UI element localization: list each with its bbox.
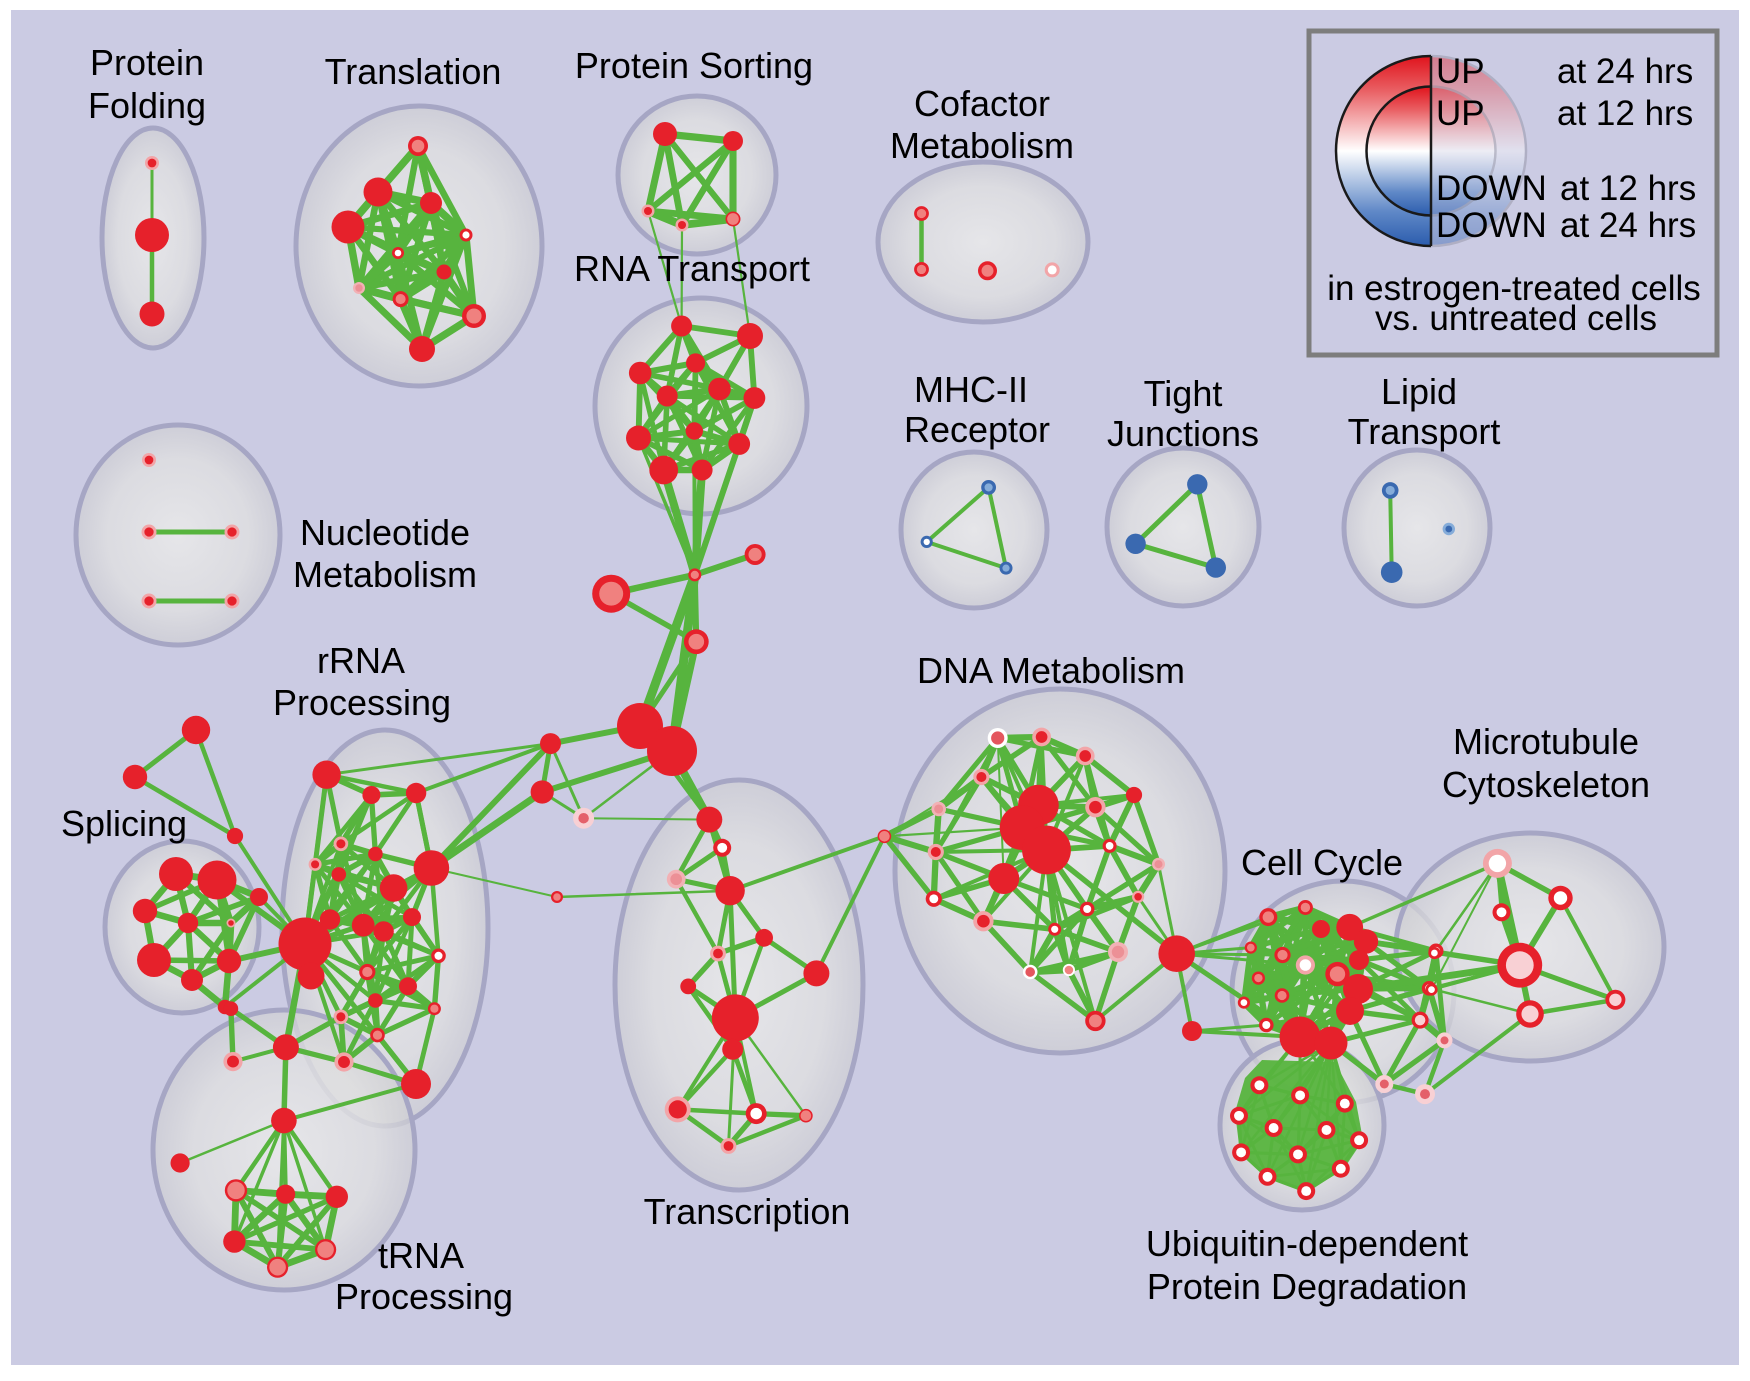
svg-text:DOWN: DOWN: [1436, 206, 1547, 245]
svg-text:at 24 hrs: at 24 hrs: [1560, 206, 1696, 245]
svg-text:rRNA: rRNA: [317, 640, 405, 681]
svg-text:UP: UP: [1436, 94, 1485, 133]
svg-text:UP: UP: [1436, 52, 1485, 91]
svg-text:Protein: Protein: [90, 42, 204, 83]
svg-text:Metabolism: Metabolism: [890, 125, 1074, 166]
svg-text:Cytoskeleton: Cytoskeleton: [1442, 764, 1650, 805]
svg-text:Metabolism: Metabolism: [293, 554, 477, 595]
svg-text:Transport: Transport: [1348, 411, 1501, 452]
svg-text:Folding: Folding: [88, 85, 206, 126]
svg-text:RNA Transport: RNA Transport: [574, 248, 810, 289]
svg-text:Protein Sorting: Protein Sorting: [575, 45, 813, 86]
svg-text:DNA Metabolism: DNA Metabolism: [917, 650, 1185, 691]
svg-text:MHC-II: MHC-II: [914, 369, 1028, 410]
svg-text:Nucleotide: Nucleotide: [300, 512, 470, 553]
svg-text:at 12 hrs: at 12 hrs: [1560, 169, 1696, 208]
svg-text:Cell Cycle: Cell Cycle: [1241, 842, 1403, 883]
svg-text:Processing: Processing: [273, 682, 451, 723]
svg-text:Ubiquitin-dependent: Ubiquitin-dependent: [1146, 1223, 1468, 1264]
svg-text:Microtubule: Microtubule: [1453, 721, 1639, 762]
svg-text:at 12 hrs: at 12 hrs: [1557, 94, 1693, 133]
svg-text:Tight: Tight: [1144, 373, 1223, 414]
svg-text:Splicing: Splicing: [61, 803, 187, 844]
svg-text:tRNA: tRNA: [378, 1235, 464, 1276]
svg-text:Receptor: Receptor: [904, 409, 1050, 450]
svg-text:Protein Degradation: Protein Degradation: [1147, 1266, 1467, 1307]
svg-text:Junctions: Junctions: [1107, 413, 1259, 454]
svg-text:Processing: Processing: [335, 1276, 513, 1317]
svg-text:Translation: Translation: [325, 51, 502, 92]
svg-text:vs. untreated cells: vs. untreated cells: [1375, 299, 1657, 338]
svg-text:at 24 hrs: at 24 hrs: [1557, 52, 1693, 91]
svg-text:Lipid: Lipid: [1381, 371, 1457, 412]
svg-text:Cofactor: Cofactor: [914, 83, 1050, 124]
svg-text:DOWN: DOWN: [1436, 169, 1547, 208]
svg-text:Transcription: Transcription: [644, 1191, 851, 1232]
